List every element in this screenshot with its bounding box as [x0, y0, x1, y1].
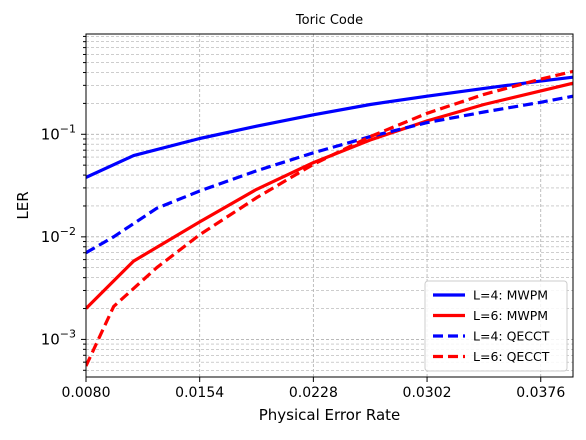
- x-tick-label: 0.0376: [516, 385, 565, 401]
- axis-ticks: 0.0080 0.0154 0.0228 0.0302 0.0376 10−3 10−2 10…: [41, 35, 565, 401]
- legend-box: [424, 280, 568, 372]
- x-tick-label: 0.0080: [62, 385, 111, 401]
- x-tick-label: 0.0228: [289, 385, 338, 401]
- series-line: [86, 75, 573, 179]
- y-tick-label: 10−1: [41, 122, 76, 143]
- chart-title: Toric Code: [295, 13, 363, 28]
- y-tick-label: 10−3: [41, 327, 76, 348]
- legend-label: L=6: QECCT: [473, 349, 550, 364]
- y-axis-label: LER: [14, 191, 32, 219]
- legend-label: L=4: MWPM: [473, 288, 548, 303]
- x-tick-label: 0.0302: [403, 385, 452, 401]
- legend: L=4: MWPM L=6: MWPM L=4: QECCT L=6: QECCT: [424, 280, 568, 372]
- legend-label: L=4: QECCT: [473, 329, 550, 344]
- series-line: [86, 81, 573, 310]
- x-tick-label: 0.0154: [175, 385, 224, 401]
- series-layer: [86, 69, 573, 367]
- x-axis-label: Physical Error Rate: [259, 406, 401, 424]
- legend-label: L=6: MWPM: [473, 308, 548, 323]
- series-line: [86, 94, 573, 255]
- series-line: [86, 69, 573, 367]
- y-tick-label: 10−2: [41, 225, 76, 246]
